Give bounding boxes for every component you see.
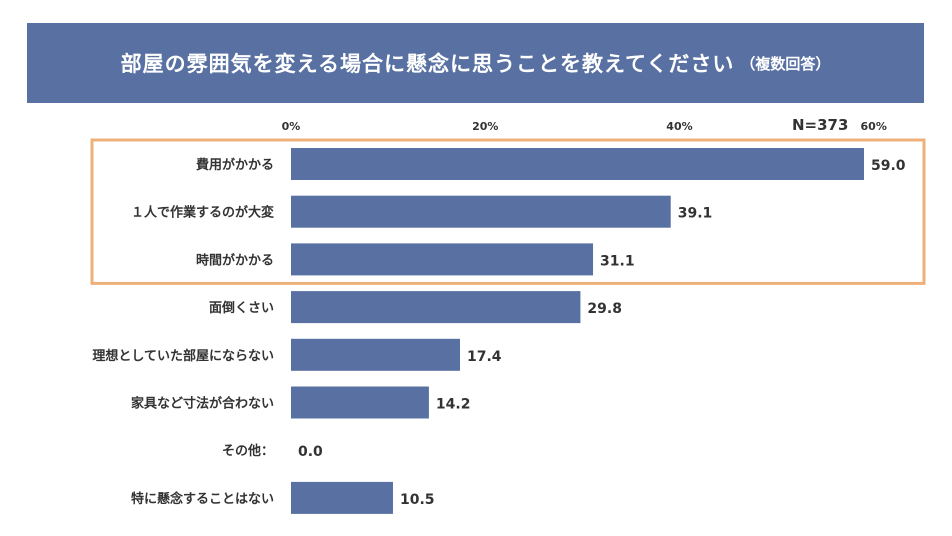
bar [291, 338, 460, 371]
title-band: 部屋の雰囲気を変える場合に懸念に思うことを教えてください （複数回答） [27, 23, 924, 103]
x-tick-label: 60% [861, 120, 887, 133]
bar [291, 148, 864, 180]
value-label: 31.1 [600, 253, 635, 269]
category-label: 理想としていた部屋にならない [92, 348, 274, 364]
category-label: 費用がかかる [196, 157, 274, 173]
sample-size-label: N=373 [792, 116, 848, 134]
category-label: 時間がかかる [196, 252, 274, 268]
value-label: 10.5 [400, 492, 435, 508]
category-label: 特に懸念することはない [131, 491, 274, 507]
value-label: 14.2 [436, 397, 471, 413]
category-label: その他： [222, 443, 274, 459]
bar [291, 386, 429, 419]
x-axis-ticks: 0% 20% 40% 60% [282, 120, 887, 133]
bar [291, 481, 393, 514]
value-label: 59.0 [871, 158, 906, 174]
category-label: 家具など寸法が合わない [131, 396, 274, 412]
x-tick-label: 0% [282, 120, 301, 133]
category-label: １人で作業するのが大変 [131, 205, 274, 221]
bar [291, 195, 671, 228]
bar [291, 291, 581, 324]
chart-title-note: （複数回答） [740, 54, 831, 73]
value-label: 17.4 [467, 349, 502, 365]
value-label: 39.1 [678, 206, 713, 222]
chart-title: 部屋の雰囲気を変える場合に懸念に思うことを教えてください [120, 52, 735, 76]
highlight-box [90, 138, 926, 285]
value-label: 0.0 [298, 444, 323, 460]
bar-series: 費用がかかる 59.0 １人で作業するのが大変 39.1 時間がかかる 31.1 面倒くさい… [92, 148, 906, 514]
value-label: 29.8 [587, 301, 622, 317]
x-tick-label: 40% [666, 120, 692, 133]
category-label: 面倒くさい [209, 300, 274, 316]
bar [291, 243, 594, 276]
x-tick-label: 20% [472, 120, 498, 133]
